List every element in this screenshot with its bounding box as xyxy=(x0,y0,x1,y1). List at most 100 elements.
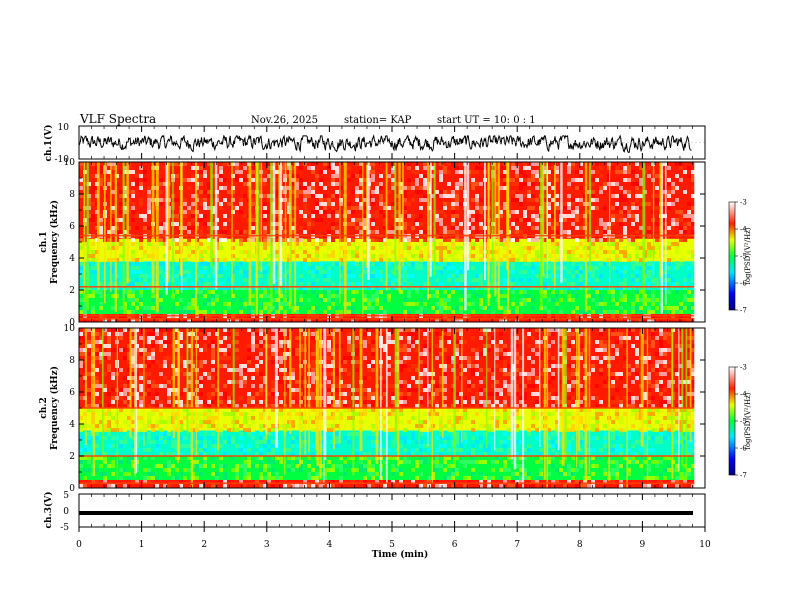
spec-texel xyxy=(431,262,435,266)
spec-texel xyxy=(687,336,691,340)
spec-texel xyxy=(147,262,151,266)
spec-texel xyxy=(567,166,571,170)
spec-texel xyxy=(147,336,151,340)
spec-texel xyxy=(531,318,535,322)
spec-texel xyxy=(535,162,539,166)
spec-texel xyxy=(675,246,679,250)
spec-texel xyxy=(403,210,407,214)
spec-texel xyxy=(387,364,391,368)
spec-texel xyxy=(683,372,687,376)
spec-texel xyxy=(163,332,167,336)
spec-streak xyxy=(494,162,497,297)
spec-texel xyxy=(163,206,167,210)
spec-texel xyxy=(351,186,355,190)
spec-texel xyxy=(271,286,275,290)
spec-texel xyxy=(295,254,299,258)
spec-texel xyxy=(603,294,607,298)
spec-texel xyxy=(415,266,419,270)
spec-texel xyxy=(595,352,599,356)
spec-texel xyxy=(599,332,603,336)
spec-texel xyxy=(247,372,251,376)
spec-texel xyxy=(431,190,435,194)
spec-texel xyxy=(619,336,623,340)
spec-texel xyxy=(539,340,543,344)
spec-texel xyxy=(111,210,115,214)
spec-texel xyxy=(427,392,431,396)
spec-texel xyxy=(515,254,519,258)
spec-texel xyxy=(451,258,455,262)
spec-texel xyxy=(411,286,415,290)
ch1-cb-tick-label-1: -4 xyxy=(740,226,747,234)
spec-texel xyxy=(619,186,623,190)
spec-texel xyxy=(339,238,343,242)
spec-texel xyxy=(551,286,555,290)
spec-texel xyxy=(615,182,619,186)
spec-texel xyxy=(331,230,335,234)
spec-texel xyxy=(411,302,415,306)
spec-texel xyxy=(187,282,191,286)
spec-texel xyxy=(231,298,235,302)
spec-texel xyxy=(315,198,319,202)
spec-texel xyxy=(431,174,435,178)
spec-texel xyxy=(423,186,427,190)
spec-texel xyxy=(575,170,579,174)
spec-texel xyxy=(99,218,103,222)
spec-streak xyxy=(270,162,273,312)
spec-texel xyxy=(323,162,327,166)
spec-texel xyxy=(531,214,535,218)
spec-texel xyxy=(555,392,559,396)
spec-texel xyxy=(387,332,391,336)
spec-texel xyxy=(179,344,183,348)
spec-texel xyxy=(579,286,583,290)
spec-texel xyxy=(303,250,307,254)
spec-texel xyxy=(471,328,475,332)
spec-texel xyxy=(547,162,551,166)
spec-texel xyxy=(235,294,239,298)
spec-texel xyxy=(139,242,143,246)
spec-texel xyxy=(395,166,399,170)
spec-texel xyxy=(519,254,523,258)
spec-texel xyxy=(299,186,303,190)
spec-texel xyxy=(615,372,619,376)
spec-texel xyxy=(183,306,187,310)
spec-texel xyxy=(379,198,383,202)
spec-texel xyxy=(639,306,643,310)
spec-texel xyxy=(567,352,571,356)
spec-texel xyxy=(299,348,303,352)
spec-texel xyxy=(95,290,99,294)
spec-texel xyxy=(227,198,231,202)
spec-texel xyxy=(339,198,343,202)
spec-texel xyxy=(651,310,655,314)
spec-texel xyxy=(455,286,459,290)
spec-texel xyxy=(339,262,343,266)
spec-texel xyxy=(455,202,459,206)
spec-texel xyxy=(691,336,695,340)
spec-texel xyxy=(627,360,631,364)
spec-texel xyxy=(675,372,679,376)
spec-texel xyxy=(535,340,539,344)
spec-texel xyxy=(655,202,659,206)
spec-texel xyxy=(363,262,367,266)
spec-texel xyxy=(359,282,363,286)
spec-texel xyxy=(607,310,611,314)
spec-texel xyxy=(675,226,679,230)
spec-texel xyxy=(203,222,207,226)
spec-texel xyxy=(327,270,331,274)
spec-texel xyxy=(511,278,515,282)
spec-texel xyxy=(203,364,207,368)
spec-texel xyxy=(263,174,267,178)
spec-texel xyxy=(687,250,691,254)
spec-texel xyxy=(203,174,207,178)
spec-texel xyxy=(643,348,647,352)
spec-texel xyxy=(303,198,307,202)
spec-texel xyxy=(139,384,143,388)
spec-texel xyxy=(411,218,415,222)
spec-texel xyxy=(159,294,163,298)
spec-texel xyxy=(307,238,311,242)
spec-texel xyxy=(231,286,235,290)
spec-texel xyxy=(447,206,451,210)
ch1-spec-ytick-label-5: 10 xyxy=(64,158,76,168)
spec-texel xyxy=(447,364,451,368)
spec-texel xyxy=(535,226,539,230)
spec-texel xyxy=(479,298,483,302)
